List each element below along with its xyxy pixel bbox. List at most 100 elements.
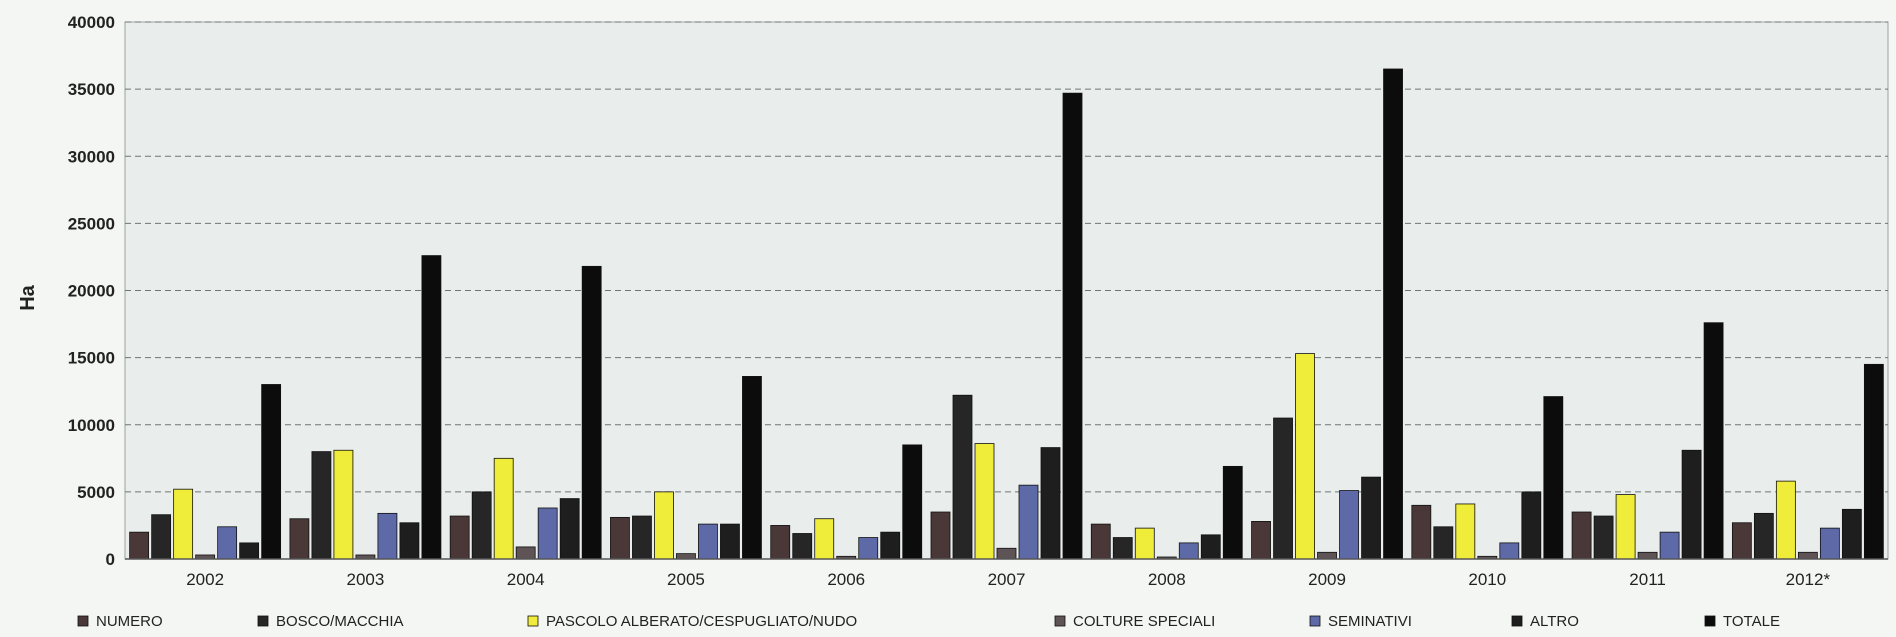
- bar-pascolo-alberato-cespugliato-nudo: [814, 518, 835, 560]
- bar-seminativi: [1018, 484, 1039, 560]
- bar-pascolo-alberato-cespugliato-nudo: [493, 457, 514, 560]
- legend-swatch: [1704, 615, 1716, 627]
- bar-pascolo-alberato-cespugliato-nudo: [1295, 353, 1315, 560]
- bar-colture-speciali: [996, 547, 1017, 560]
- bar-seminativi: [858, 537, 879, 560]
- bar-bosco-macchia: [471, 491, 492, 560]
- bar-seminativi: [698, 523, 718, 560]
- bar-altro: [880, 531, 901, 560]
- bar-altro: [1521, 491, 1542, 560]
- bar-pascolo-alberato-cespugliato-nudo: [1775, 480, 1796, 560]
- x-tick-label: 2012*: [1786, 570, 1831, 589]
- bar-totale: [1222, 465, 1243, 560]
- y-tick-label: 5000: [77, 483, 115, 502]
- bar-bosco-macchia: [1753, 512, 1774, 560]
- bar-colture-speciali: [515, 546, 536, 560]
- bar-altro: [559, 498, 580, 560]
- bar-colture-speciali: [1637, 551, 1658, 560]
- bar-altro: [1841, 508, 1862, 560]
- legend-label: NUMERO: [96, 613, 163, 630]
- x-tick-label: 2008: [1148, 570, 1186, 589]
- bar-seminativi: [1339, 490, 1359, 560]
- bar-totale: [261, 384, 282, 560]
- bar-totale: [902, 444, 923, 560]
- legend-swatch: [257, 615, 269, 627]
- legend-swatch: [1511, 615, 1523, 627]
- legend-label: TOTALE: [1723, 613, 1780, 630]
- bar-numero: [610, 516, 630, 560]
- y-tick-label: 10000: [68, 416, 115, 435]
- legend-label: ALTRO: [1530, 613, 1579, 630]
- bar-pascolo-alberato-cespugliato-nudo: [1455, 503, 1476, 560]
- bar-bosco-macchia: [952, 394, 973, 560]
- bar-seminativi: [1178, 542, 1199, 560]
- bar-totale: [742, 376, 762, 560]
- bar-totale: [1543, 396, 1564, 560]
- y-tick-label: 35000: [68, 80, 115, 99]
- x-tick-label: 2010: [1468, 570, 1506, 589]
- legend-label: SEMINATIVI: [1328, 613, 1412, 630]
- legend-swatch: [1309, 615, 1321, 627]
- bar-seminativi: [1659, 531, 1680, 560]
- bar-altro: [720, 523, 740, 560]
- bar-altro: [1040, 447, 1061, 560]
- bar-numero: [1571, 511, 1592, 560]
- bar-bosco-macchia: [151, 514, 172, 560]
- bar-altro: [1200, 534, 1221, 560]
- bar-bosco-macchia: [1433, 526, 1454, 560]
- bar-altro: [239, 542, 260, 560]
- bar-colture-speciali: [1797, 551, 1818, 560]
- bar-numero: [1251, 521, 1271, 560]
- bar-totale: [1703, 322, 1724, 560]
- legend-swatch: [1054, 615, 1066, 627]
- bar-seminativi: [1819, 527, 1840, 560]
- bar-altro: [399, 522, 420, 560]
- bar-totale: [581, 265, 602, 560]
- bar-totale: [1383, 68, 1403, 560]
- y-tick-label: 20000: [68, 282, 115, 301]
- bar-numero: [770, 525, 791, 560]
- bar-bosco-macchia: [632, 515, 652, 560]
- bar-colture-speciali: [676, 553, 696, 560]
- bar-pascolo-alberato-cespugliato-nudo: [1134, 527, 1155, 560]
- legend-label: PASCOLO ALBERATO/CESPUGLIATO/NUDO: [546, 613, 857, 630]
- x-tick-label: 2003: [346, 570, 384, 589]
- legend-swatch: [77, 615, 89, 627]
- y-tick-label: 40000: [68, 13, 115, 32]
- bar-pascolo-alberato-cespugliato-nudo: [333, 449, 354, 560]
- legend-label: COLTURE SPECIALI: [1073, 613, 1215, 630]
- bar-bosco-macchia: [1593, 515, 1614, 560]
- legend-label: BOSCO/MACCHIA: [276, 613, 404, 630]
- x-tick-label: 2002: [186, 570, 224, 589]
- bar-bosco-macchia: [1273, 417, 1293, 560]
- bar-pascolo-alberato-cespugliato-nudo: [1615, 494, 1636, 560]
- x-tick-label: 2006: [827, 570, 865, 589]
- bar-numero: [289, 518, 310, 560]
- bar-seminativi: [1499, 542, 1520, 560]
- bar-seminativi: [537, 507, 558, 560]
- bar-totale: [421, 255, 442, 560]
- bar-numero: [1090, 523, 1111, 560]
- x-tick-label: 2009: [1308, 570, 1346, 589]
- bar-totale: [1062, 92, 1083, 560]
- x-tick-label: 2007: [988, 570, 1026, 589]
- bar-colture-speciali: [1317, 551, 1337, 560]
- bar-numero: [129, 531, 150, 560]
- bar-numero: [1411, 504, 1432, 560]
- bar-numero: [930, 511, 951, 560]
- y-tick-label: 15000: [68, 349, 115, 368]
- y-tick-label: 30000: [68, 147, 115, 166]
- bar-seminativi: [377, 512, 398, 560]
- bar-numero: [1731, 522, 1752, 560]
- y-axis-label: Ha: [17, 284, 39, 310]
- x-tick-label: 2005: [667, 570, 705, 589]
- y-tick-label: 0: [106, 550, 115, 569]
- bar-totale: [1863, 363, 1884, 560]
- x-tick-label: 2011: [1629, 570, 1666, 589]
- bar-bosco-macchia: [1112, 537, 1133, 560]
- bar-pascolo-alberato-cespugliato-nudo: [654, 491, 674, 560]
- bar-altro: [1361, 476, 1381, 560]
- bar-seminativi: [217, 526, 238, 560]
- legend-swatch: [527, 615, 539, 627]
